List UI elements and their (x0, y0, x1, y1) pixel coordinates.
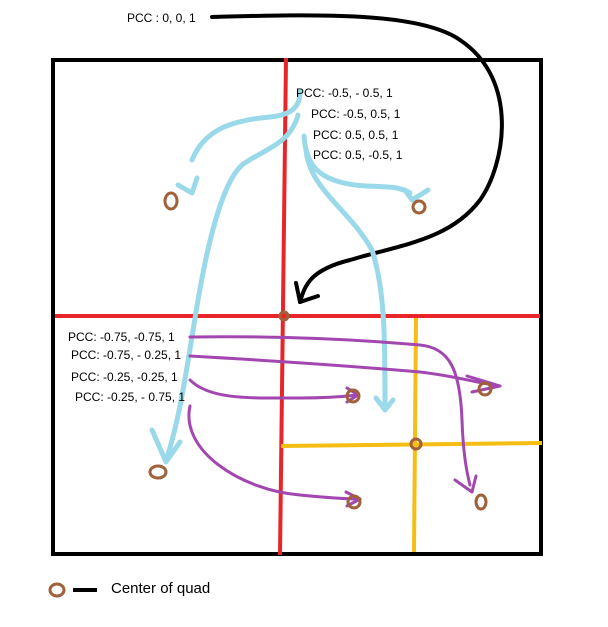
arrow-l2-b (188, 354, 502, 388)
root-label: PCC : 0, 0, 1 (127, 11, 196, 25)
level2-split-vertical (412, 317, 418, 553)
quad-center-top-left (163, 191, 179, 211)
legend-text: Center of quad (111, 580, 210, 597)
level1-arrows (149, 89, 431, 465)
arrow-l1-bottom-left (163, 112, 301, 463)
quad-center-root (278, 310, 290, 322)
arrow-l2-c (188, 378, 360, 400)
legend: Center of quad (48, 580, 210, 598)
quad-center-bottom-left (148, 464, 168, 480)
arrow-l2-d (187, 404, 362, 501)
legend-center-icon (48, 582, 66, 598)
quad-center-br-level2 (409, 437, 423, 451)
level1-label-2: PCC: -0.5, 0.5, 1 (311, 107, 401, 121)
root-arrow (210, 13, 504, 304)
level2-label-1: PCC: -0.75, -0.75, 1 (68, 330, 175, 344)
level2-arrows (187, 335, 502, 508)
level1-label-3: PCC: 0.5, 0.5, 1 (313, 128, 399, 142)
quad-center-br-bottom-right (474, 493, 488, 511)
level1-split-vertical (278, 57, 288, 556)
level1-label-4: PCC: 0.5, -0.5, 1 (313, 148, 403, 162)
arrow-l2-a (188, 335, 472, 487)
quad-center-top-right (411, 199, 427, 215)
arrow-l1-top-left (189, 89, 303, 163)
arrow-l1-bottom-right (303, 147, 388, 408)
level1-label-1: PCC: -0.5, - 0.5, 1 (296, 86, 393, 100)
quad-center-br-top-right (477, 381, 493, 397)
quad-center-br-top-left (345, 388, 361, 404)
level2-label-3: PCC: -0.25, -0.25, 1 (71, 370, 178, 384)
level2-label-2: PCC: -0.75, - 0.25, 1 (71, 348, 181, 362)
quad-centers (148, 191, 493, 511)
quad-center-br-bottom-left (346, 494, 362, 510)
outer-quad-box (51, 58, 543, 556)
level2-label-4: PCC: -0.25, - 0.75, 1 (75, 390, 185, 404)
